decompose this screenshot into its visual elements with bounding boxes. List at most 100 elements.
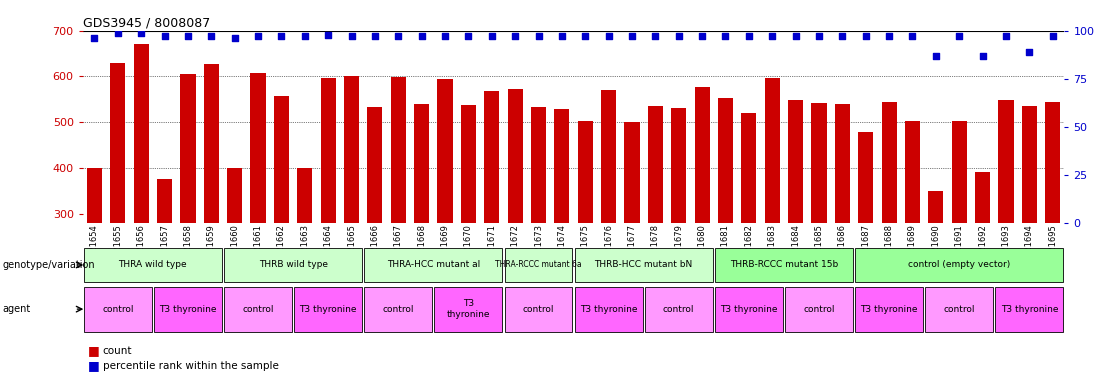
Bar <box>154 286 222 331</box>
Point <box>951 33 968 40</box>
Text: T3 thyronine: T3 thyronine <box>159 305 216 314</box>
Text: count: count <box>103 346 132 356</box>
Bar <box>414 104 429 351</box>
Point <box>623 33 641 40</box>
Bar <box>929 191 943 351</box>
Point <box>1043 33 1061 40</box>
Bar <box>855 248 1063 282</box>
Text: agent: agent <box>2 304 31 314</box>
Bar <box>504 248 572 282</box>
Point <box>179 33 196 40</box>
Bar <box>995 286 1063 331</box>
Bar <box>835 104 850 351</box>
Bar <box>461 105 476 351</box>
Bar <box>647 106 663 351</box>
Bar <box>1046 103 1060 351</box>
Bar <box>1021 106 1037 351</box>
Point <box>763 33 781 40</box>
Point <box>319 31 336 38</box>
Point <box>203 33 221 40</box>
Point <box>506 33 524 40</box>
Point <box>740 33 758 40</box>
Bar <box>718 98 733 351</box>
Bar <box>367 107 383 351</box>
Text: T3 thyronine: T3 thyronine <box>580 305 638 314</box>
Bar <box>715 248 853 282</box>
Bar <box>204 64 218 351</box>
Text: THRB-HCC mutant bN: THRB-HCC mutant bN <box>595 260 693 270</box>
Text: THRB wild type: THRB wild type <box>258 260 328 270</box>
Point <box>670 33 687 40</box>
Bar <box>227 168 243 351</box>
Bar <box>575 286 643 331</box>
Text: ■: ■ <box>88 359 100 372</box>
Point <box>436 33 453 40</box>
Text: GDS3945 / 8008087: GDS3945 / 8008087 <box>83 17 210 30</box>
Bar <box>952 121 967 351</box>
Text: control (empty vector): control (empty vector) <box>908 260 1010 270</box>
Bar <box>764 78 780 351</box>
Point <box>413 33 430 40</box>
Bar <box>435 286 502 331</box>
Bar <box>998 100 1014 351</box>
Bar <box>741 113 757 351</box>
Bar <box>364 286 432 331</box>
Bar <box>601 90 617 351</box>
Point <box>460 33 478 40</box>
Point <box>997 33 1015 40</box>
Point <box>132 30 150 36</box>
Bar <box>84 248 222 282</box>
Text: control: control <box>103 305 133 314</box>
Point <box>646 33 664 40</box>
Point <box>296 33 313 40</box>
Text: T3 thyronine: T3 thyronine <box>860 305 918 314</box>
Bar <box>531 107 546 351</box>
Bar <box>180 74 195 351</box>
Text: THRA-HCC mutant al: THRA-HCC mutant al <box>387 260 480 270</box>
Text: ■: ■ <box>88 344 100 357</box>
Bar <box>624 122 640 351</box>
Point <box>880 33 898 40</box>
Text: control: control <box>943 305 975 314</box>
Point <box>857 33 875 40</box>
Text: genotype/variation: genotype/variation <box>2 260 95 270</box>
Bar <box>250 73 266 351</box>
Point <box>927 53 944 59</box>
Point <box>577 33 595 40</box>
Bar <box>321 78 335 351</box>
Text: percentile rank within the sample: percentile rank within the sample <box>103 361 278 371</box>
Bar <box>224 248 362 282</box>
Bar <box>484 91 500 351</box>
Bar <box>87 168 101 351</box>
Bar <box>297 168 312 351</box>
Point <box>366 33 384 40</box>
Point <box>272 33 290 40</box>
Bar <box>695 88 709 351</box>
Bar <box>364 248 502 282</box>
Text: T3 thyronine: T3 thyronine <box>1000 305 1058 314</box>
Bar <box>133 45 149 351</box>
Bar <box>788 100 803 351</box>
Bar <box>715 286 783 331</box>
Bar <box>224 286 292 331</box>
Bar <box>575 248 713 282</box>
Bar <box>671 108 686 351</box>
Bar <box>507 89 523 351</box>
Point <box>1020 49 1038 55</box>
Text: control: control <box>383 305 414 314</box>
Text: control: control <box>663 305 695 314</box>
Point <box>483 33 501 40</box>
Bar <box>858 132 874 351</box>
Bar <box>295 286 362 331</box>
Bar <box>975 172 990 351</box>
Bar <box>504 286 572 331</box>
Bar <box>390 77 406 351</box>
Bar <box>855 286 923 331</box>
Text: THRA-RCCC mutant 6a: THRA-RCCC mutant 6a <box>495 260 581 270</box>
Bar <box>84 286 152 331</box>
Point <box>694 33 711 40</box>
Point <box>717 33 735 40</box>
Text: THRA wild type: THRA wild type <box>118 260 188 270</box>
Point <box>834 33 852 40</box>
Bar <box>344 76 360 351</box>
